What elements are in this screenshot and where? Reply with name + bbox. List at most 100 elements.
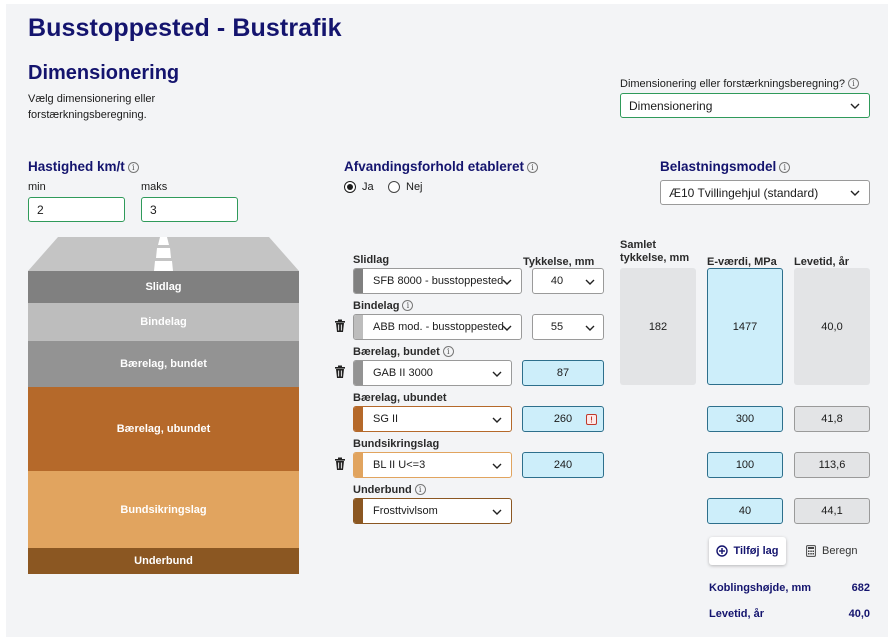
info-icon[interactable]: i <box>779 162 791 173</box>
layer-thickness-value: 260 <box>553 413 573 425</box>
drainage-option-ja: Ja <box>362 181 374 193</box>
coupling-height-label: Koblingshøjde, mm <box>709 582 812 594</box>
drainage-radio-ja[interactable]: Ja <box>344 181 374 193</box>
layer-material-value: GAB II 3000 <box>373 367 433 379</box>
info-icon[interactable]: i <box>414 484 426 495</box>
chevron-down-icon <box>849 187 861 199</box>
diagram-layer-bundsikringslag: Bundsikringslag <box>28 471 299 548</box>
layer-label-underbund: Underbund i <box>353 484 426 496</box>
diagram-layer-label: Slidlag <box>145 281 182 293</box>
layer-material-select-bundsikringslag[interactable]: BL II U<=3 <box>353 452 512 478</box>
mode-select[interactable]: Dimensionering <box>620 93 870 118</box>
drainage-label-text: Afvandingsforhold etableret <box>344 159 525 174</box>
layer-swatch <box>354 453 363 477</box>
layer-material-value: SG II <box>373 413 399 425</box>
chevron-down-icon <box>584 322 596 334</box>
layer-material-value: SFB 8000 - busstoppested <box>373 275 504 287</box>
diagram-layer-bindelag: Bindelag <box>28 303 299 341</box>
layer-material-select-baerelag-bundet[interactable]: GAB II 3000 <box>353 360 512 386</box>
section-description: Vælg dimensionering eller forstærkningsb… <box>28 93 156 121</box>
e-value-bound-box: 1477 <box>707 268 783 385</box>
info-icon[interactable]: i <box>442 346 454 357</box>
layer-thickness-value: 55 <box>550 321 564 333</box>
info-icon[interactable]: i <box>127 162 139 173</box>
drainage-radio-nej[interactable]: Nej <box>388 181 423 193</box>
layer-label-text: Bindelag <box>353 300 400 312</box>
layer-swatch <box>354 499 363 523</box>
info-icon[interactable]: i <box>848 78 860 89</box>
coupling-height-value: 682 <box>851 582 870 594</box>
add-layer-button[interactable]: Tilføj lag <box>709 537 786 565</box>
drainage-option-nej: Nej <box>406 181 423 193</box>
diagram-layer-baerelag-bundet: Bærelag, bundet <box>28 341 299 387</box>
section-title: Dimensionering <box>28 62 180 84</box>
trash-icon[interactable] <box>333 319 347 333</box>
speed-min-input[interactable]: 2 <box>28 197 125 222</box>
layer-thickness-value: 40 <box>550 275 564 287</box>
diagram-layer-label: Bærelag, ubundet <box>116 423 211 435</box>
layer-swatch <box>354 269 363 293</box>
layer-material-select-underbund[interactable]: Frosttvivlsom <box>353 498 512 524</box>
speed-max-input[interactable]: 3 <box>141 197 238 222</box>
chevron-down-icon <box>501 322 513 334</box>
layer-swatch <box>354 315 363 339</box>
info-icon[interactable]: i <box>402 300 414 311</box>
layer-thickness-input-baerelag-bundet[interactable]: 87 <box>522 360 604 386</box>
layer-label-bundsikringslag: Bundsikringslag <box>353 438 440 450</box>
chevron-down-icon <box>491 460 503 472</box>
speed-label: Hastighed km/t i <box>28 159 139 174</box>
column-header-thickness: Tykkelse, mm <box>523 256 595 268</box>
layer-material-value: Frosttvivlsom <box>373 505 438 517</box>
chevron-down-icon <box>501 276 513 288</box>
layer-label-text: Underbund <box>353 484 412 496</box>
diagram-layer-underbund: Underbund <box>28 548 299 574</box>
page: Busstoppested - Bustrafik Dimensionering… <box>6 4 888 637</box>
load-model-value: Æ10 Tvillingehjul (standard) <box>669 185 819 200</box>
layer-label-bindelag: Bindelag i <box>353 300 414 312</box>
total-lifetime-label: Levetid, år <box>709 608 765 620</box>
total-thickness-bound-box: 182 <box>620 268 696 385</box>
lifetime-baerelag-ubundet: 41,8 <box>794 406 870 432</box>
page-title: Busstoppested - Bustrafik <box>28 14 342 42</box>
layer-thickness-input-baerelag-ubundet[interactable]: 260 <box>522 406 604 432</box>
radio-unselected-icon <box>388 181 400 193</box>
road-diagram: Slidlag Bindelag Bærelag, bundet Bærelag… <box>28 237 299 574</box>
e-value-underbund: 40 <box>707 498 783 524</box>
load-model-label-text: Belastningsmodel <box>660 159 777 174</box>
chevron-down-icon <box>491 368 503 380</box>
layer-thickness-select-slidlag[interactable]: 40 <box>532 268 604 294</box>
radio-selected-icon <box>344 181 356 193</box>
layer-label-text: Bærelag, bundet <box>353 346 440 358</box>
chevron-down-icon <box>584 276 596 288</box>
diagram-layer-label: Underbund <box>134 555 193 567</box>
load-model-select[interactable]: Æ10 Tvillingehjul (standard) <box>660 180 870 205</box>
chevron-down-icon <box>491 506 503 518</box>
add-layer-label: Tilføj lag <box>733 545 779 557</box>
calculate-button[interactable]: Beregn <box>806 537 866 565</box>
layer-material-select-bindelag[interactable]: ABB mod. - busstoppested <box>353 314 522 340</box>
trash-icon[interactable] <box>333 457 347 471</box>
diagram-layer-label: Bærelag, bundet <box>120 358 207 370</box>
diagram-layer-label: Bundsikringslag <box>120 503 207 516</box>
mode-label: Dimensionering eller forstærkningsberegn… <box>620 78 860 90</box>
lifetime-bundsikringslag: 113,6 <box>794 452 870 478</box>
chevron-down-icon <box>849 100 861 112</box>
layer-thickness-input-bundsikringslag[interactable]: 240 <box>522 452 604 478</box>
layer-label-baerelag-bundet: Bærelag, bundet i <box>353 346 454 358</box>
mode-select-value: Dimensionering <box>629 98 713 113</box>
mode-label-text: Dimensionering eller forstærkningsberegn… <box>620 78 846 90</box>
column-header-lifetime: Levetid, år <box>794 256 850 268</box>
warning-icon[interactable] <box>586 414 597 425</box>
info-icon[interactable]: i <box>527 162 539 173</box>
layer-material-value: ABB mod. - busstoppested <box>373 321 504 333</box>
layer-thickness-select-bindelag[interactable]: 55 <box>532 314 604 340</box>
road-surface-icon <box>28 237 299 271</box>
diagram-layer-label: Bindelag <box>140 316 187 328</box>
layer-material-select-baerelag-ubundet[interactable]: SG II <box>353 406 512 432</box>
column-header-total-thickness: Samlet tykkelse, mm <box>620 239 690 264</box>
layer-material-select-slidlag[interactable]: SFB 8000 - busstoppested <box>353 268 522 294</box>
plus-circle-icon <box>716 545 729 557</box>
total-lifetime-value: 40,0 <box>848 608 870 620</box>
trash-icon[interactable] <box>333 365 347 379</box>
diagram-layer-slidlag: Slidlag <box>28 271 299 303</box>
